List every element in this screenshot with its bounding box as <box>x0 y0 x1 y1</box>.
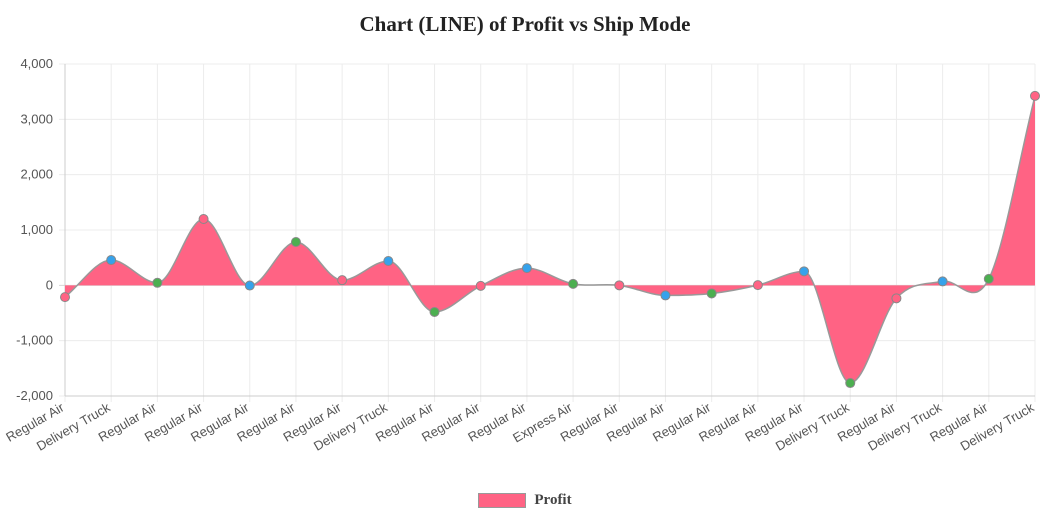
data-point <box>660 290 671 301</box>
profit-area <box>65 95 1035 384</box>
y-tick-label: 3,000 <box>20 111 53 126</box>
data-point <box>937 276 948 287</box>
legend-label-profit: Profit <box>534 492 572 508</box>
data-point <box>845 378 856 389</box>
legend[interactable]: Profit <box>0 492 1050 509</box>
data-point <box>752 280 763 291</box>
data-point <box>891 293 902 304</box>
data-point <box>983 273 994 284</box>
y-tick-label: 0 <box>46 277 53 292</box>
data-point <box>152 277 163 288</box>
chart-title: Chart (LINE) of Profit vs Ship Mode <box>359 12 691 36</box>
y-tick-label: 2,000 <box>20 167 53 182</box>
data-point <box>244 280 255 291</box>
y-tick-label: -1,000 <box>16 333 53 348</box>
data-point <box>475 280 486 291</box>
data-point <box>614 280 625 291</box>
data-point <box>106 255 117 266</box>
data-point <box>429 306 440 317</box>
data-point <box>521 263 532 274</box>
data-point <box>198 213 209 224</box>
y-tick-label: 4,000 <box>20 56 53 71</box>
data-point <box>799 266 810 277</box>
data-point <box>568 278 579 289</box>
data-point <box>337 275 348 286</box>
legend-swatch-profit <box>478 493 527 508</box>
data-point <box>290 237 301 248</box>
data-point <box>383 255 394 266</box>
data-point <box>1030 90 1040 101</box>
y-tick-label: 1,000 <box>20 222 53 237</box>
y-tick-label: -2,000 <box>16 388 53 403</box>
data-point <box>60 292 70 303</box>
data-point <box>706 288 717 299</box>
